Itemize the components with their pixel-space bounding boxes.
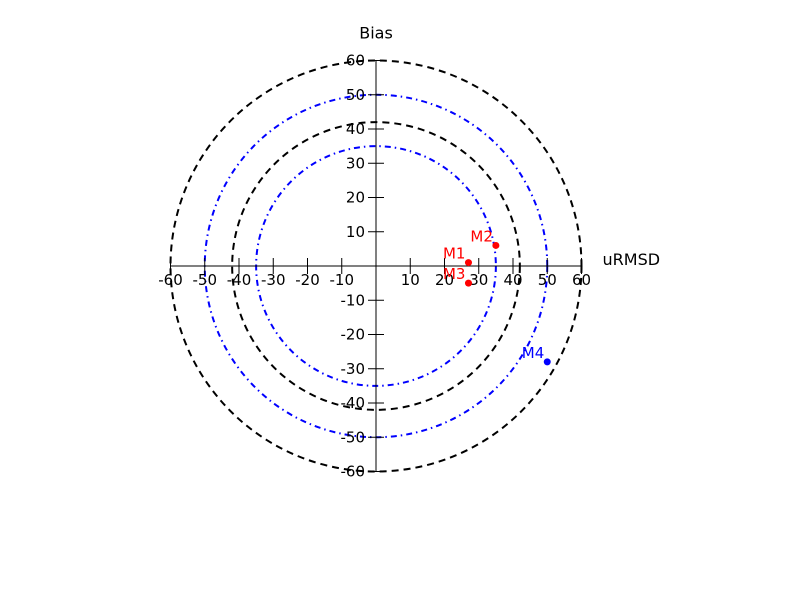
x-tick-label: 30 [469, 271, 488, 289]
point-label-m2: M2 [470, 227, 493, 245]
y-tick-label: -10 [341, 291, 366, 309]
x-tick-label: 50 [538, 271, 557, 289]
point-label-m4: M4 [522, 344, 545, 362]
data-point-m1 [464, 259, 472, 267]
y-tick-label: -40 [341, 394, 366, 412]
y-axis-title: Bias [359, 24, 393, 43]
y-tick-label: -30 [341, 360, 366, 378]
x-tick-label: -30 [261, 271, 286, 289]
x-tick-label: -40 [227, 271, 252, 289]
data-point-m2 [492, 241, 500, 249]
y-tick-label: 50 [346, 86, 365, 104]
y-tick-label: 40 [346, 120, 365, 138]
x-tick-label: -10 [330, 271, 355, 289]
x-tick-label: -20 [295, 271, 320, 289]
y-tick-label: 20 [346, 189, 365, 207]
y-tick-label: -20 [341, 326, 366, 344]
y-tick-label: 60 [346, 52, 365, 70]
point-label-m3: M3 [443, 265, 466, 283]
y-tick-label: 10 [346, 223, 365, 241]
x-axis-title: uRMSD [603, 250, 661, 269]
data-point-m3 [464, 279, 472, 287]
data-point-m4 [543, 358, 551, 366]
y-tick-label: -50 [341, 428, 366, 446]
axis-ticks: -60 -50 -40 -30 -20 -10 10 20 30 40 50 60-60-50-40-… [158, 52, 591, 481]
x-tick-label: 40 [503, 271, 522, 289]
x-tick-label: -60 [158, 271, 183, 289]
x-tick-label: -50 [193, 271, 218, 289]
x-tick-label: 20 [435, 271, 454, 289]
y-tick-label: -60 [341, 463, 366, 481]
point-label-m1: M1 [443, 245, 466, 263]
axes [170, 60, 582, 472]
y-tick-label: 30 [346, 154, 365, 172]
x-tick-label: 10 [401, 271, 420, 289]
x-tick-label: 60 [572, 271, 591, 289]
